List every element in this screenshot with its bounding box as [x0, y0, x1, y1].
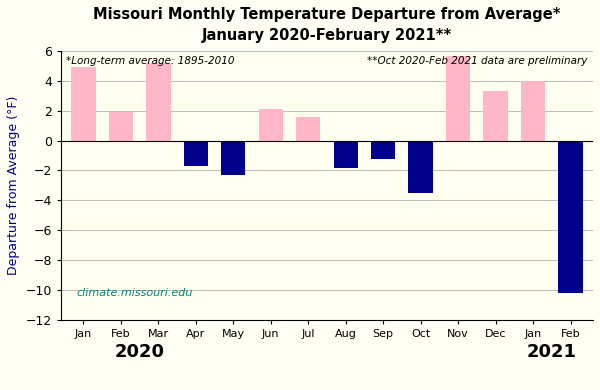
Bar: [521, 81, 545, 141]
Bar: [184, 141, 208, 166]
Y-axis label: Departure from Average (°F): Departure from Average (°F): [7, 96, 20, 275]
Text: climate.missouri.edu: climate.missouri.edu: [77, 288, 193, 298]
Title: Missouri Monthly Temperature Departure from Average*
January 2020-February 2021*: Missouri Monthly Temperature Departure f…: [93, 7, 561, 43]
Text: **Oct 2020-Feb 2021 data are preliminary: **Oct 2020-Feb 2021 data are preliminary: [367, 57, 588, 66]
Bar: [221, 141, 245, 175]
Bar: [71, 67, 95, 141]
Bar: [109, 112, 133, 141]
Text: *Long-term average: 1895-2010: *Long-term average: 1895-2010: [66, 57, 235, 66]
Bar: [296, 117, 320, 141]
Bar: [259, 109, 283, 141]
Bar: [371, 141, 395, 159]
Text: 2021: 2021: [527, 343, 577, 361]
Bar: [334, 141, 358, 168]
Bar: [409, 141, 433, 193]
Text: 2020: 2020: [115, 343, 164, 361]
Bar: [446, 55, 470, 141]
Bar: [146, 63, 170, 141]
Bar: [484, 91, 508, 141]
Bar: [559, 141, 583, 293]
